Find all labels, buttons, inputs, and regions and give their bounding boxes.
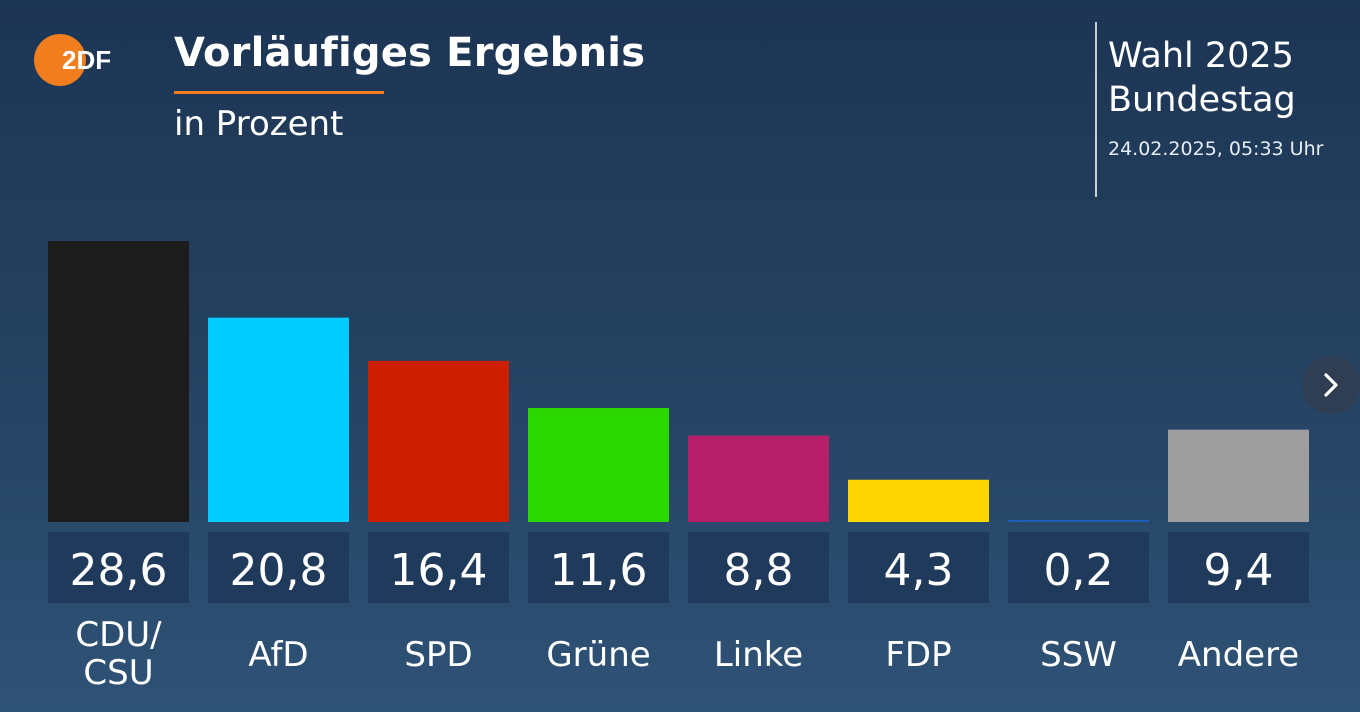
bar	[48, 241, 189, 522]
election-year: Wahl 2025	[1108, 36, 1294, 76]
category-label: AfD	[248, 635, 308, 675]
category-label: CDU/	[75, 615, 162, 655]
value-box	[48, 532, 189, 603]
value-label: 28,6	[70, 545, 168, 596]
chevron-right-icon	[1324, 373, 1338, 397]
value-box	[368, 532, 509, 603]
value-box	[1168, 532, 1309, 603]
header-divider	[1095, 22, 1097, 197]
zdf-logo: 2DF	[34, 34, 111, 86]
category-label: CSU	[83, 653, 153, 693]
election-body: Bundestag	[1108, 80, 1296, 120]
title-underline	[174, 91, 384, 94]
value-label: 8,8	[724, 545, 794, 596]
page-title: Vorläufiges Ergebnis	[174, 30, 646, 76]
next-chart-button[interactable]	[1302, 356, 1360, 414]
bar	[1008, 520, 1149, 522]
category-label: FDP	[885, 635, 951, 675]
bar	[528, 408, 669, 522]
election-info: Wahl 2025 Bundestag	[1108, 34, 1296, 122]
bar	[688, 435, 829, 522]
bar	[368, 360, 509, 522]
zdf-logo-circle	[34, 34, 86, 86]
value-label: 20,8	[230, 545, 328, 596]
category-label: SSW	[1040, 635, 1117, 675]
value-label: 4,3	[884, 545, 954, 596]
category-label: Grüne	[546, 635, 650, 675]
page-subtitle: in Prozent	[174, 104, 344, 144]
bar	[848, 479, 989, 522]
value-label: 11,6	[550, 545, 648, 596]
value-label: 0,2	[1044, 545, 1114, 596]
value-box	[688, 532, 829, 603]
category-label: Linke	[714, 635, 803, 675]
value-box	[208, 532, 349, 603]
bar	[208, 317, 349, 522]
result-timestamp: 24.02.2025, 05:33 Uhr	[1108, 138, 1324, 160]
value-box	[848, 532, 989, 603]
value-box	[1008, 532, 1149, 603]
category-label: SPD	[404, 635, 472, 675]
value-box	[528, 532, 669, 603]
bar	[1168, 429, 1309, 522]
value-label: 16,4	[390, 545, 488, 596]
value-label: 9,4	[1204, 545, 1274, 596]
category-label: Andere	[1178, 635, 1299, 675]
zdf-logo-text: 2DF	[62, 45, 111, 75]
